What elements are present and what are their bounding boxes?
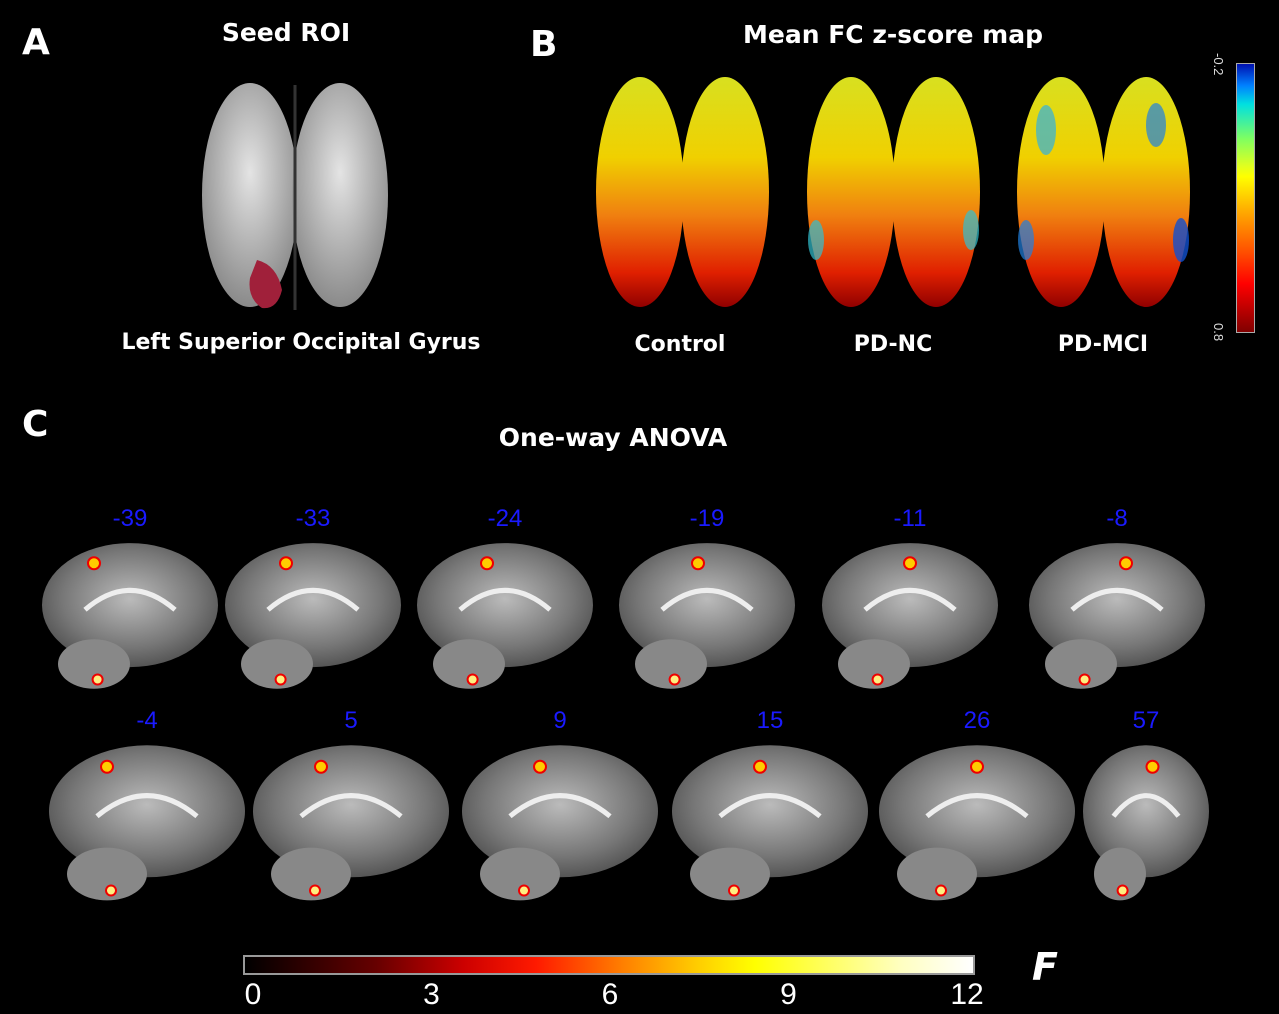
sagittal-slice (49, 745, 245, 901)
fc-brain-control (596, 77, 769, 307)
activation-cluster (753, 759, 767, 774)
activation-cluster (480, 556, 494, 571)
sagittal-slice (253, 745, 449, 901)
slice-coordinate: -24 (487, 505, 523, 532)
fc-colorbar (1236, 63, 1255, 333)
activation-cluster (533, 759, 547, 774)
panel-a-label: Left Superior Occipital Gyrus (121, 330, 481, 355)
activation-cluster (728, 884, 740, 897)
sagittal-slice (417, 543, 593, 689)
activation-cluster (668, 673, 681, 686)
f-colorbar-tick: 0 (244, 978, 262, 1011)
activation-cluster (871, 673, 884, 686)
activation-cluster (1145, 759, 1160, 774)
slice-coordinate: -11 (893, 505, 927, 532)
activation-cluster (691, 556, 705, 571)
activation-cluster (87, 556, 101, 571)
slice-coordinate: 57 (1132, 707, 1160, 734)
group-label-pd-nc: PD-NC (853, 332, 933, 357)
panel-b-letter: B (530, 24, 558, 65)
slice-coordinate: -8 (1106, 505, 1128, 532)
activation-cluster (466, 673, 479, 686)
sagittal-slice (672, 745, 868, 901)
slice-coordinate: -4 (136, 707, 158, 734)
activation-cluster (1119, 556, 1133, 571)
activation-cluster (314, 759, 328, 774)
sagittal-slice (822, 543, 998, 689)
slice-coordinate: 15 (756, 707, 784, 734)
slice-coordinate: -39 (112, 505, 148, 532)
sagittal-slice (462, 745, 658, 901)
fc-maps (596, 77, 1190, 307)
sagittal-slice (619, 543, 795, 689)
activation-cluster (91, 673, 104, 686)
f-colorbar-label: F (1032, 945, 1058, 989)
slice-coordinate: 26 (963, 707, 991, 734)
fc-brain-pd-mci (1017, 77, 1190, 307)
sagittal-slice (1083, 745, 1209, 901)
roi-highlight (249, 260, 282, 309)
activation-cluster (274, 673, 287, 686)
fc-colorbar-max: -0.2 (1211, 53, 1226, 76)
panel-c-title: One-way ANOVA (498, 423, 728, 452)
sagittal-slice (879, 745, 1075, 901)
slice-coordinate: 5 (344, 707, 358, 734)
f-colorbar (243, 955, 975, 975)
activation-cluster (309, 884, 321, 897)
panel-a-title: Seed ROI (221, 18, 351, 47)
fc-colorbar-min: 0.8 (1211, 323, 1226, 342)
activation-cluster (935, 884, 947, 897)
sagittal-slice (1029, 543, 1205, 689)
activation-cluster (105, 884, 117, 897)
slice-coordinate: -19 (689, 505, 725, 532)
panel-a-letter: A (22, 22, 50, 63)
f-colorbar-tick: 12 (950, 978, 984, 1011)
activation-cluster (1078, 673, 1091, 686)
group-label-control: Control (634, 332, 726, 357)
f-colorbar-tick: 9 (780, 978, 797, 1011)
activation-cluster (903, 556, 917, 571)
f-colorbar-tick: 3 (423, 978, 440, 1011)
group-label-pd-mci: PD-MCI (1057, 332, 1149, 357)
f-colorbar-tick: 6 (601, 978, 619, 1011)
activation-cluster (1116, 884, 1129, 897)
activation-cluster (970, 759, 984, 774)
activation-cluster (100, 759, 114, 774)
activation-cluster (518, 884, 530, 897)
sagittal-slice (225, 543, 401, 689)
sagittal-slice (42, 543, 218, 689)
panel-c-letter: C (22, 404, 49, 445)
activation-cluster (279, 556, 293, 571)
seed-roi-brain (202, 83, 388, 310)
slice-coordinate: -33 (295, 505, 331, 532)
fc-brain-pd-nc (807, 77, 980, 307)
panel-b-title: Mean FC z-score map (743, 20, 1043, 49)
slice-coordinate: 9 (553, 707, 567, 734)
